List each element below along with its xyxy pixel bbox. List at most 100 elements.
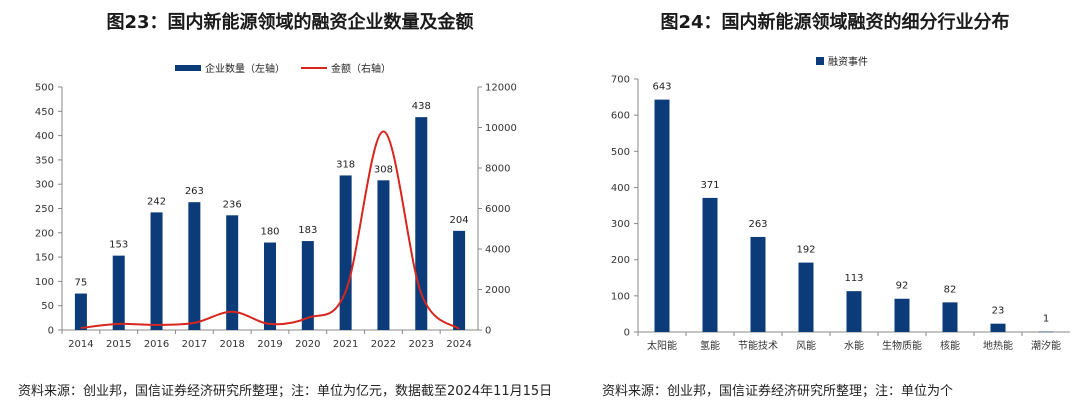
bar-events-地热能	[990, 323, 1006, 332]
y-tick-left-label: 50	[41, 301, 54, 312]
bar-count-2016	[150, 212, 163, 330]
x-tick-label-2022: 2022	[371, 339, 396, 350]
y-tick-left-label: 500	[35, 83, 54, 94]
y-tick-label: 400	[611, 183, 630, 194]
y-tick-label: 700	[611, 75, 630, 86]
y-tick-label: 500	[611, 147, 630, 158]
y-tick-right-label: 0	[485, 326, 491, 337]
source-note: 资料来源：创业邦，国信证券经济研究所整理；注：单位为亿元，数据截至2024年11…	[18, 384, 553, 399]
x-tick-label-风能: 风能	[796, 339, 816, 352]
data-label-events-节能技术: 263	[748, 219, 767, 230]
x-tick-label-生物质能: 生物质能	[882, 339, 922, 352]
data-label-events-太阳能: 643	[652, 82, 671, 93]
y-tick-right-label: 10000	[485, 123, 517, 134]
source-note: 资料来源：创业邦，国信证券经济研究所整理；注：单位为个	[602, 384, 954, 399]
x-tick-label-2021: 2021	[333, 339, 358, 350]
data-label-count-2017: 263	[185, 186, 204, 197]
data-label-events-核能: 82	[944, 284, 957, 295]
y-tick-left-label: 0	[48, 326, 54, 337]
x-tick-label-2017: 2017	[182, 339, 207, 350]
y-tick-label: 200	[611, 255, 630, 266]
legend-label-events: 融资事件	[828, 57, 868, 68]
data-label-count-2019: 180	[260, 227, 279, 238]
bar-events-水能	[846, 291, 862, 332]
data-label-events-氢能: 371	[700, 180, 719, 191]
y-tick-left-label: 150	[35, 253, 54, 264]
y-tick-label: 0	[624, 328, 630, 339]
x-tick-label-2014: 2014	[68, 339, 93, 350]
data-label-count-2018: 236	[223, 199, 242, 210]
legend-item-amount: 金额（右轴）	[301, 60, 391, 75]
y-tick-left-label: 200	[35, 228, 54, 239]
data-label-events-水能: 113	[844, 273, 863, 284]
chart-legend: 企业数量（左轴） 金额（右轴）	[175, 60, 401, 75]
y-tick-right-label: 6000	[485, 204, 510, 215]
bar-events-氢能	[702, 197, 718, 332]
data-label-count-2020: 183	[298, 225, 317, 236]
chart-panel-financing-count-amount: 图23：国内新能源领域的融资企业数量及金额 企业数量（左轴） 金额（右轴） 0 5…	[18, 12, 553, 399]
x-tick-label-水能: 水能	[844, 339, 864, 352]
y-tick-left-label: 350	[35, 155, 54, 166]
data-label-count-2016: 242	[147, 196, 166, 207]
x-tick-label-地热能: 地热能	[983, 339, 1013, 352]
bar-events-潮汐能	[1038, 331, 1054, 333]
chart-plot-subsector: 0 100 200 300 400 500 600 700 643 太阳能 371 氢能 263 节能技术…	[611, 75, 1070, 352]
legend-item-events: 融资事件	[816, 53, 868, 68]
x-tick-label-2024: 2024	[446, 339, 471, 350]
y-tick-left-label: 400	[35, 131, 54, 142]
chart-title: 图23：国内新能源领域的融资企业数量及金额	[106, 12, 474, 33]
bar-events-核能	[942, 302, 958, 332]
legend-label-amount: 金额（右轴）	[331, 64, 391, 75]
chart-legend: 融资事件	[816, 53, 878, 68]
legend-bar-swatch	[816, 56, 824, 65]
legend-bar-swatch	[175, 64, 201, 71]
legend-line-swatch	[301, 66, 327, 69]
x-tick-label-核能: 核能	[940, 339, 960, 352]
chart-plot-count-amount: 0 50 100 150 200 250 300 350 400 450 500 0 2000 4000 6…	[35, 83, 517, 351]
x-tick-label-2018: 2018	[219, 339, 244, 350]
x-tick-label-氢能: 氢能	[700, 339, 720, 352]
bar-events-生物质能	[894, 298, 910, 332]
bar-events-节能技术	[750, 236, 766, 332]
y-tick-label: 100	[611, 291, 630, 302]
y-tick-left-label: 100	[35, 277, 54, 288]
x-tick-label-2015: 2015	[106, 339, 131, 350]
bar-count-2015	[112, 255, 125, 330]
bar-count-2018	[226, 215, 239, 330]
bar-count-2014	[74, 293, 87, 330]
bar-events-风能	[798, 262, 814, 332]
y-tick-right-label: 4000	[485, 245, 510, 256]
y-tick-left-label: 250	[35, 204, 54, 215]
data-label-count-2014: 75	[75, 278, 88, 289]
bar-count-2017	[188, 202, 201, 330]
bar-count-2024	[453, 230, 466, 330]
bar-events-太阳能	[654, 99, 670, 332]
data-label-events-地热能: 23	[992, 306, 1005, 317]
legend-item-count: 企业数量（左轴）	[175, 60, 285, 75]
bar-count-2019	[264, 242, 276, 330]
y-tick-right-label: 8000	[485, 164, 510, 175]
bar-count-2020	[301, 241, 314, 330]
y-tick-left-label: 300	[35, 180, 54, 191]
y-tick-right-label: 12000	[485, 83, 517, 94]
data-label-count-2023: 438	[412, 101, 431, 112]
y-tick-label: 300	[611, 219, 630, 230]
x-tick-label-2020: 2020	[295, 339, 320, 350]
bar-count-2022	[377, 180, 390, 330]
x-tick-label-2023: 2023	[409, 339, 434, 350]
x-tick-label-2016: 2016	[144, 339, 169, 350]
data-label-events-生物质能: 92	[896, 281, 909, 292]
data-label-events-风能: 192	[796, 245, 815, 256]
x-tick-label-太阳能: 太阳能	[647, 339, 677, 352]
data-label-count-2022: 308	[374, 164, 393, 175]
y-tick-left-label: 450	[35, 107, 54, 118]
chart-title: 图24：国内新能源领域融资的细分行业分布	[660, 12, 1010, 33]
x-tick-label-2019: 2019	[257, 339, 282, 350]
data-label-count-2015: 153	[109, 240, 128, 251]
data-label-count-2021: 318	[336, 159, 355, 170]
data-label-events-潮汐能: 1	[1043, 314, 1049, 325]
x-tick-label-潮汐能: 潮汐能	[1031, 339, 1061, 352]
y-tick-label: 600	[611, 111, 630, 122]
y-tick-right-label: 2000	[485, 285, 510, 296]
bar-count-2023	[415, 117, 428, 330]
